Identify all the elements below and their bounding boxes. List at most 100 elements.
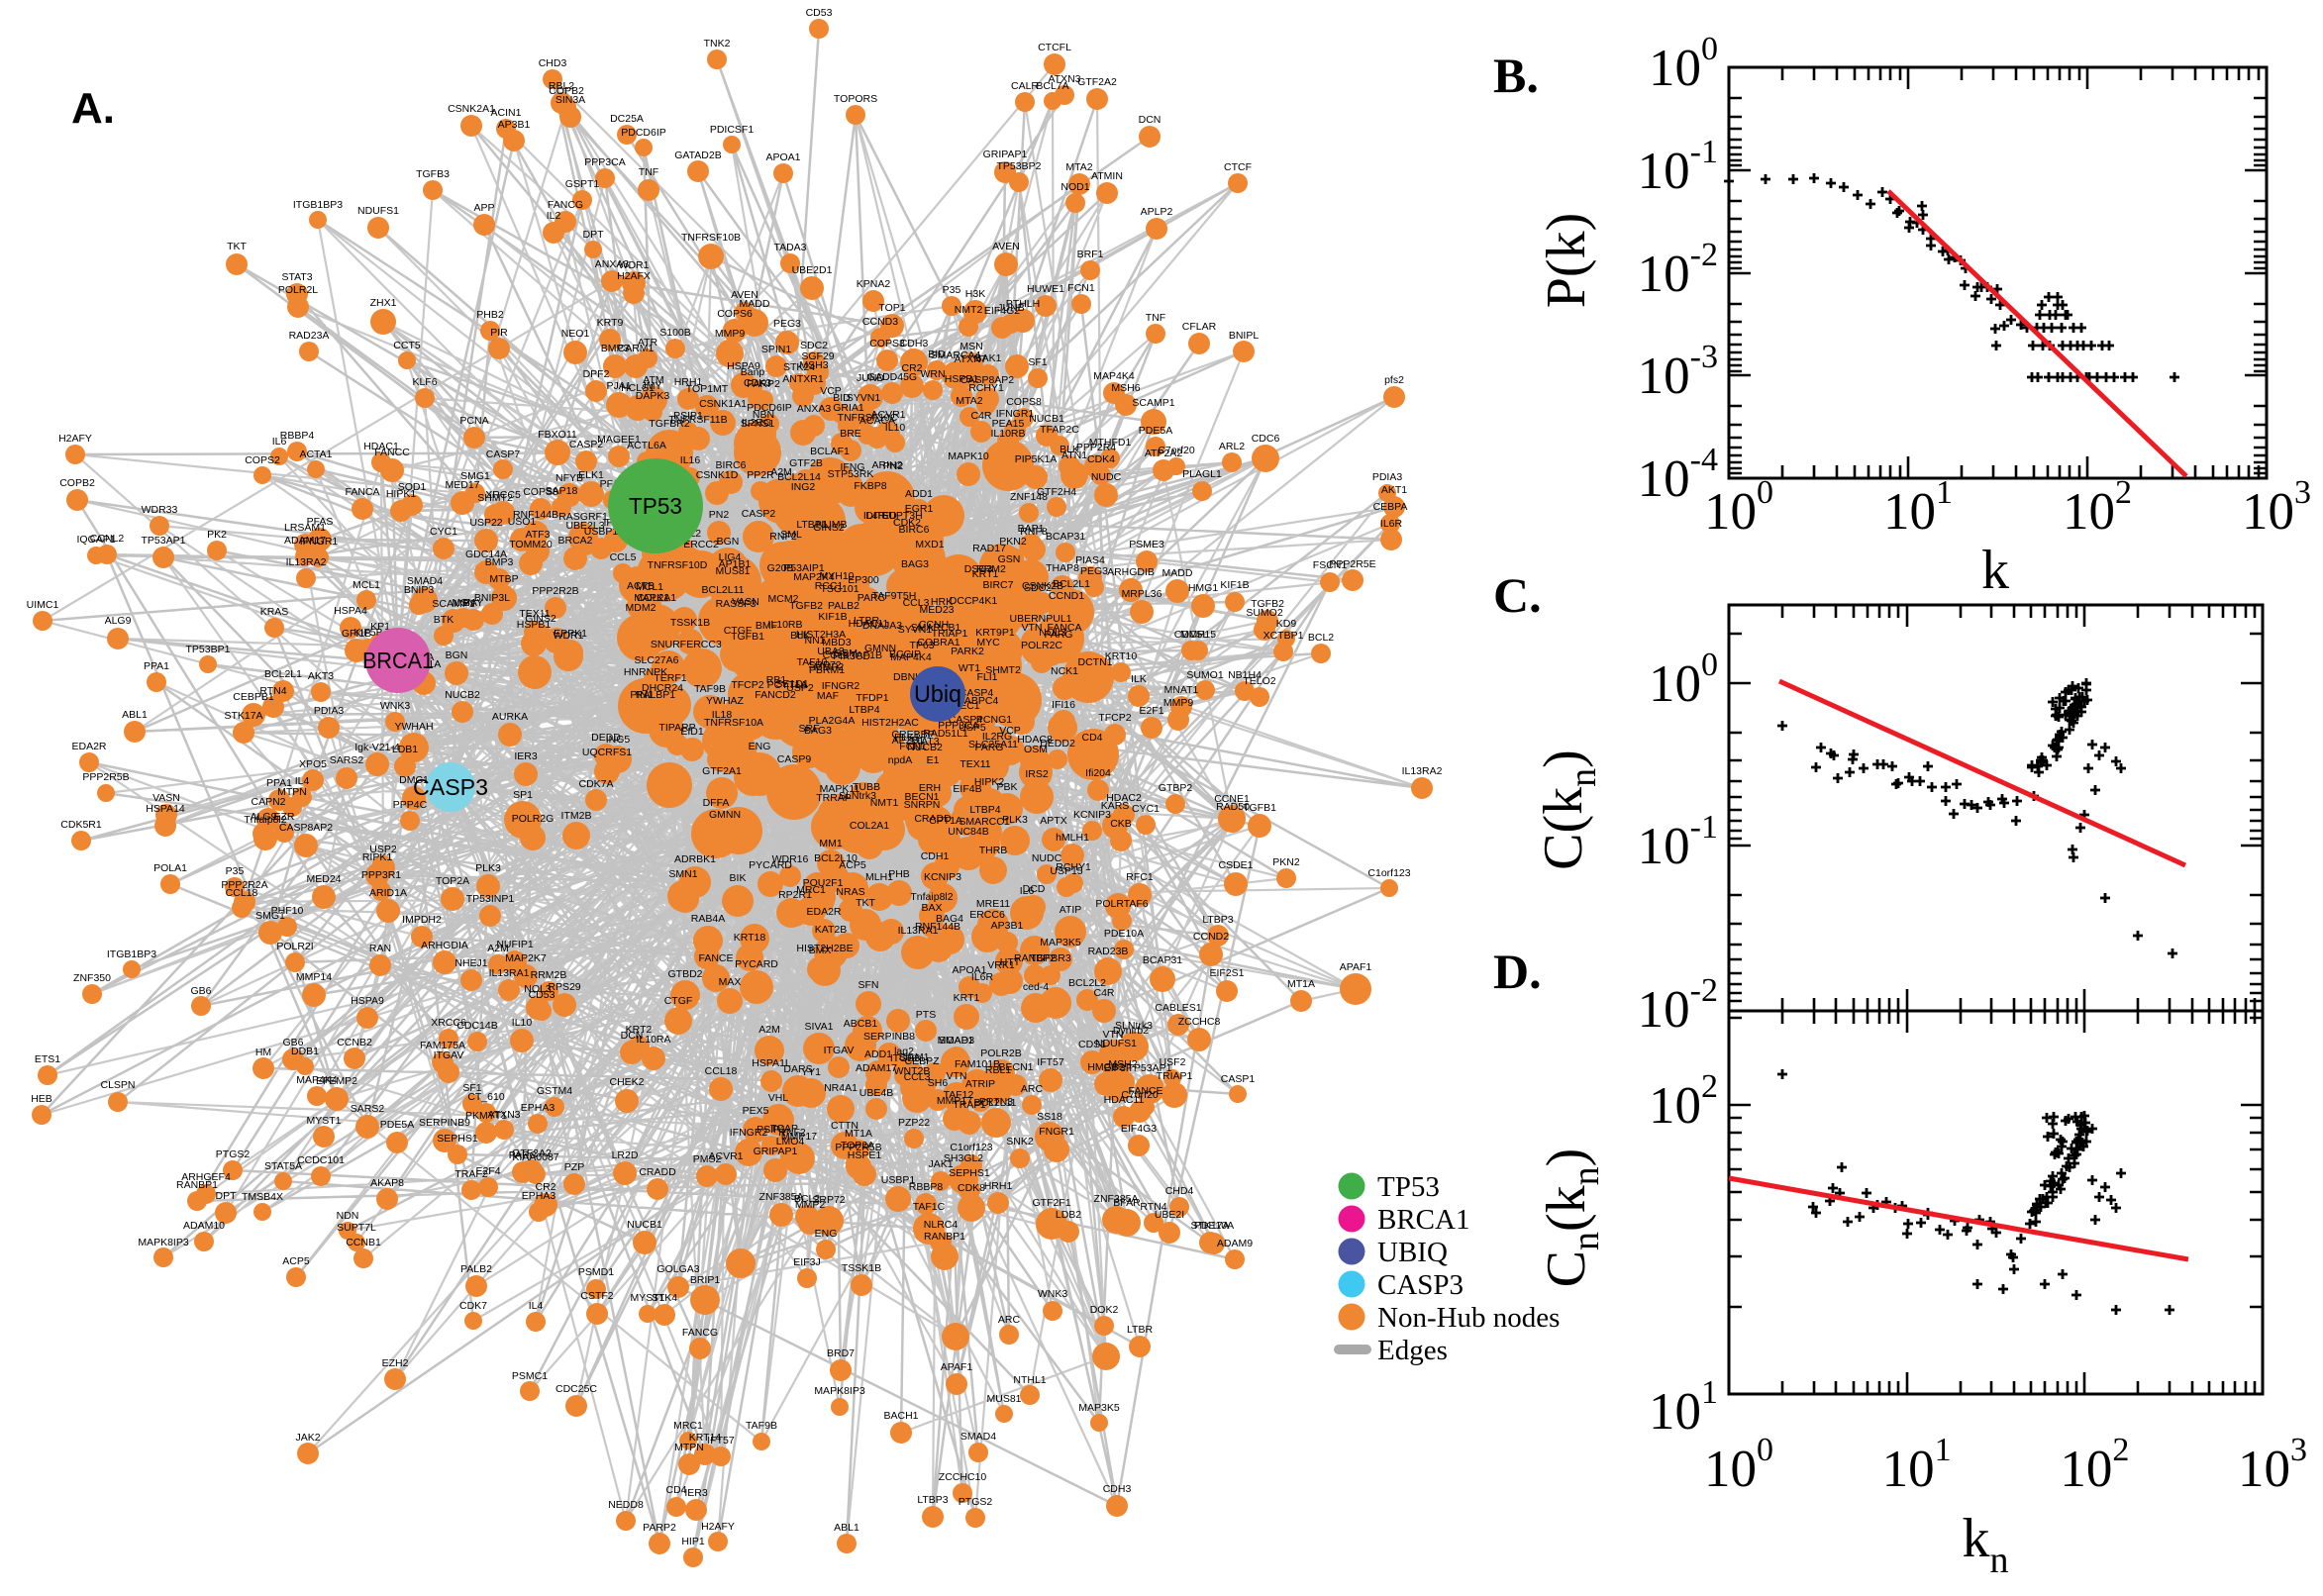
svg-text:ADAM9: ADAM9 — [1217, 1238, 1253, 1249]
svg-text:SLNtrk3: SLNtrk3 — [1115, 1020, 1153, 1032]
svg-text:PSMD1: PSMD1 — [578, 1266, 614, 1278]
svg-text:Tnfaip8l2: Tnfaip8l2 — [244, 814, 286, 826]
svg-text:Dynlrb2: Dynlrb2 — [1113, 1025, 1149, 1037]
svg-text:ABL1: ABL1 — [834, 1522, 859, 1534]
svg-text:PCYT1A: PCYT1A — [767, 679, 808, 691]
svg-text:COPS2: COPS2 — [245, 454, 280, 466]
svg-text:MSH3: MSH3 — [799, 359, 828, 371]
svg-text:IL13RA2: IL13RA2 — [1402, 765, 1443, 777]
svg-text:TAF9T5H: TAF9T5H — [872, 590, 917, 602]
svg-text:IL10: IL10 — [512, 1017, 533, 1029]
svg-text:SPNS1: SPNS1 — [741, 418, 775, 430]
svg-text:CDK7A: CDK7A — [578, 778, 613, 790]
svg-text:SGF29: SGF29 — [801, 350, 834, 362]
svg-text:PKN2: PKN2 — [1272, 856, 1300, 868]
svg-text:P(k): P(k) — [1536, 213, 1597, 308]
svg-text:CDH3: CDH3 — [900, 338, 929, 349]
svg-text:FANCG: FANCG — [548, 199, 583, 211]
svg-text:A.: A. — [71, 84, 115, 133]
svg-text:JAK1: JAK1 — [928, 1158, 953, 1170]
svg-text:PEG3: PEG3 — [1080, 565, 1108, 577]
svg-text:BLK: BLK — [1060, 444, 1079, 455]
svg-text:PYCARD: PYCARD — [749, 859, 792, 871]
svg-text:PEG3: PEG3 — [773, 318, 801, 330]
svg-text:PDE10A: PDE10A — [1194, 1220, 1234, 1232]
svg-text:PPP2R5B: PPP2R5B — [835, 1142, 881, 1153]
svg-text:ACTL6A: ACTL6A — [627, 440, 666, 451]
svg-text:NOL3: NOL3 — [1039, 627, 1066, 639]
svg-text:HDAC8: HDAC8 — [1017, 734, 1053, 746]
svg-text:SMG1: SMG1 — [460, 470, 490, 482]
svg-text:GTF2H4: GTF2H4 — [1037, 486, 1076, 498]
svg-text:HDAC11: HDAC11 — [1104, 1094, 1145, 1106]
svg-text:DHCR24: DHCR24 — [642, 682, 683, 694]
svg-text:MLH1: MLH1 — [865, 871, 893, 883]
svg-text:DAPK3: DAPK3 — [636, 390, 670, 402]
svg-text:AVEN: AVEN — [992, 241, 1020, 252]
svg-text:IL10RB: IL10RB — [767, 619, 802, 631]
svg-text:RAD23B: RAD23B — [1088, 946, 1129, 957]
svg-text:MCL1: MCL1 — [636, 581, 663, 593]
svg-text:UBIQ: UBIQ — [1377, 1237, 1448, 1268]
svg-text:TGFB1: TGFB1 — [1243, 802, 1276, 814]
svg-text:JAK2: JAK2 — [295, 1432, 320, 1444]
svg-text:BIRC6: BIRC6 — [899, 524, 930, 536]
svg-text:WDR1: WDR1 — [619, 259, 650, 271]
svg-text:MTPN: MTPN — [674, 1442, 704, 1453]
svg-text:ITGAV: ITGAV — [824, 1045, 855, 1056]
svg-text:DITED: DITED — [865, 510, 897, 522]
svg-text:PTHLH: PTHLH — [1006, 298, 1040, 310]
svg-text:SbrM1: SbrM1 — [899, 1051, 930, 1063]
svg-text:IL2RG: IL2RG — [742, 417, 771, 429]
svg-text:RB1: RB1 — [766, 674, 787, 686]
svg-text:ITGAV: ITGAV — [434, 1049, 464, 1061]
svg-text:MUS81: MUS81 — [986, 1393, 1021, 1405]
svg-text:NUFIP1: NUFIP1 — [496, 939, 534, 950]
svg-text:HDAC1: HDAC1 — [363, 441, 399, 452]
svg-text:HDAC2: HDAC2 — [1106, 792, 1142, 804]
svg-text:MAPK1: MAPK1 — [634, 592, 669, 604]
svg-text:C7orf20: C7orf20 — [1121, 1089, 1159, 1101]
svg-text:BMP3: BMP3 — [485, 556, 514, 568]
svg-text:Non-Hub nodes: Non-Hub nodes — [1377, 1302, 1560, 1334]
svg-text:UIMC1: UIMC1 — [27, 599, 59, 611]
svg-text:CCDC101: CCDC101 — [297, 1154, 345, 1166]
svg-text:XPO5: XPO5 — [299, 758, 327, 770]
svg-text:PPP2R5B: PPP2R5B — [82, 771, 129, 783]
svg-text:USP15: USP15 — [1050, 865, 1082, 877]
svg-text:TOPORS: TOPORS — [834, 93, 877, 105]
svg-text:MMP15: MMP15 — [1180, 629, 1216, 641]
svg-text:BTK: BTK — [434, 614, 454, 626]
svg-text:ING5: ING5 — [606, 734, 631, 746]
svg-text:SEPHS1: SEPHS1 — [437, 1133, 478, 1145]
svg-text:ACP5: ACP5 — [282, 1255, 310, 1267]
svg-text:MAPK11: MAPK11 — [820, 783, 860, 795]
svg-text:EZH2: EZH2 — [382, 1357, 409, 1369]
svg-text:TKT: TKT — [856, 897, 875, 909]
svg-text:TNFRSF10D: TNFRSF10D — [648, 559, 708, 571]
svg-text:RANBP1: RANBP1 — [924, 1231, 965, 1243]
svg-text:MAX: MAX — [719, 976, 742, 988]
svg-text:NUMB: NUMB — [817, 519, 848, 531]
svg-text:ADD1: ADD1 — [864, 1048, 892, 1060]
svg-text:ATXN7: ATXN7 — [954, 353, 986, 365]
svg-text:PKN2: PKN2 — [999, 536, 1027, 548]
svg-text:DC25A: DC25A — [610, 113, 644, 125]
svg-text:PKMYT1: PKMYT1 — [465, 1110, 507, 1122]
svg-text:VRK1: VRK1 — [987, 959, 1015, 971]
svg-text:PARC: PARC — [509, 1149, 538, 1161]
svg-text:TSSK1B: TSSK1B — [842, 1262, 881, 1274]
svg-text:FANCG: FANCG — [682, 1327, 718, 1339]
svg-text:PFAS: PFAS — [307, 516, 334, 528]
svg-text:MED17: MED17 — [445, 479, 479, 491]
svg-text:PSIP1: PSIP1 — [757, 1124, 786, 1136]
svg-text:BRD7: BRD7 — [827, 1347, 855, 1359]
svg-text:COPB2: COPB2 — [59, 477, 95, 489]
svg-text:HSPA14: HSPA14 — [146, 803, 185, 815]
svg-text:CCNL2: CCNL2 — [90, 533, 125, 545]
svg-text:MED24: MED24 — [306, 873, 341, 885]
svg-text:G20B: G20B — [767, 562, 794, 574]
svg-text:ING2: ING2 — [791, 481, 816, 493]
svg-text:COPS8: COPS8 — [523, 486, 558, 498]
svg-text:MTBP: MTBP — [489, 573, 518, 585]
